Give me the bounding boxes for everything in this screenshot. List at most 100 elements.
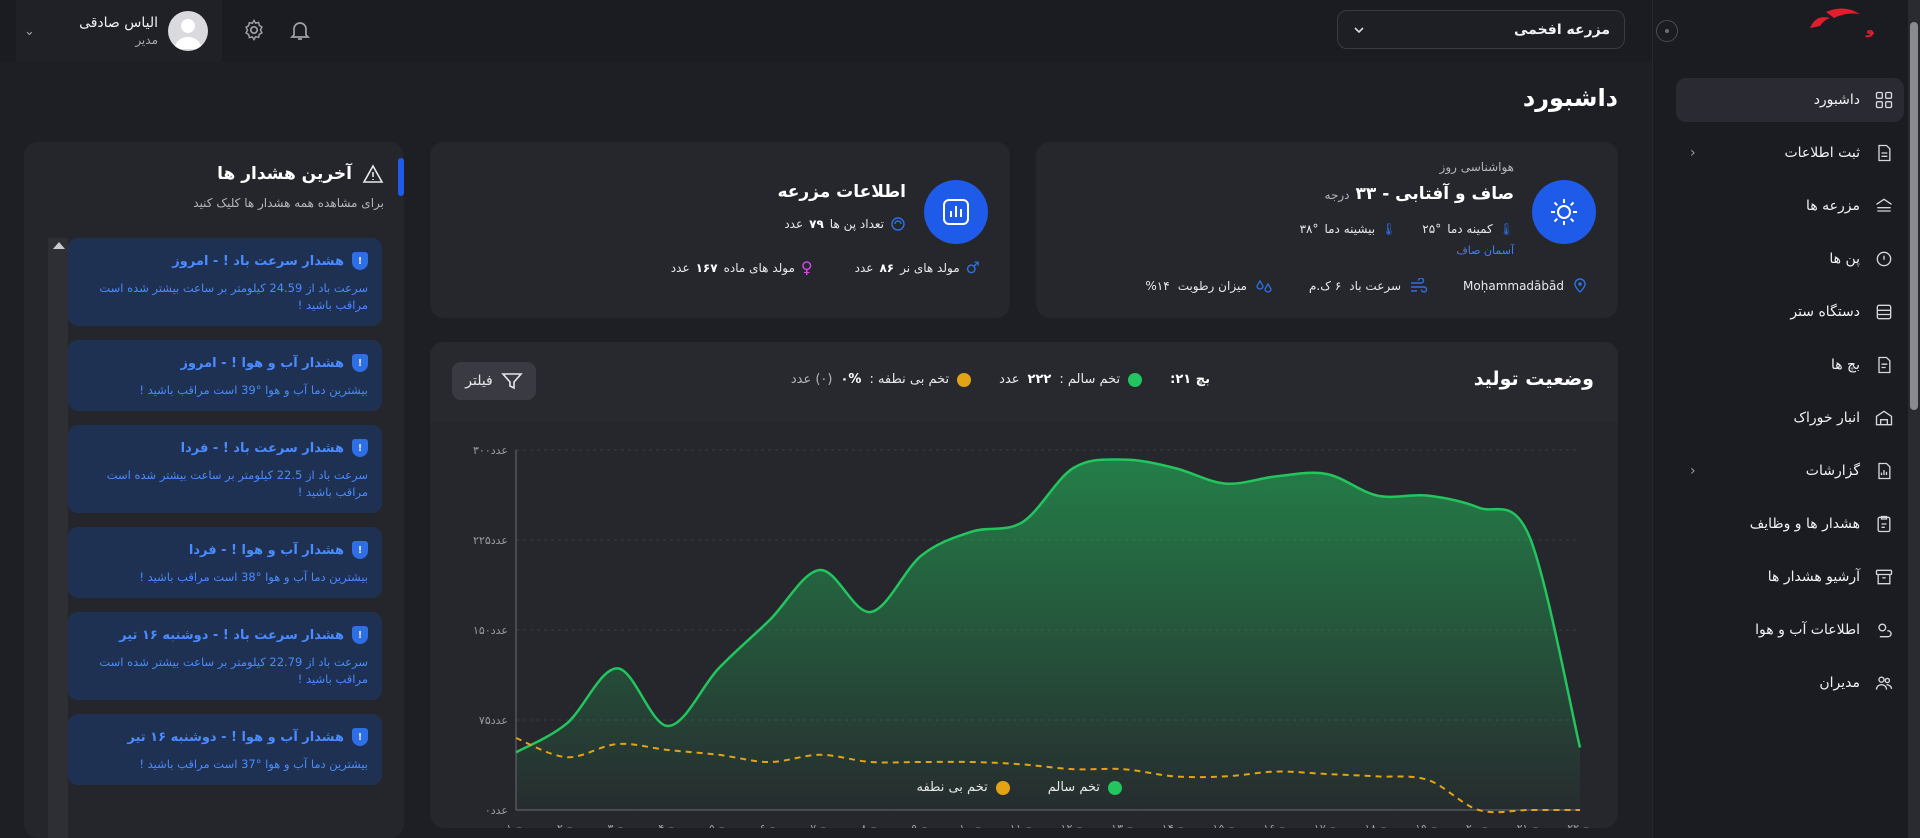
weather-icon	[1872, 618, 1896, 642]
sidebar-item-label: ثبت اطلاعات	[1784, 145, 1860, 161]
sidebar-item-label: اطلاعات آب و هوا	[1755, 622, 1860, 638]
alert-item[interactable]: ! هشدار سرعت باد ! - دوشنبه ۱۶ تیر سرعت با…	[68, 612, 382, 700]
alert-item[interactable]: ! هشدار آب و هوا ! - امروز بیشترین دما آب …	[68, 340, 382, 411]
chevron-left-icon[interactable]: ‹	[1690, 145, 1696, 161]
sidebar-item-label: مزرعه ها	[1806, 198, 1860, 214]
infertile-extra: (۰) عدد	[790, 372, 833, 387]
scroll-up-arrow-icon[interactable]	[53, 242, 65, 249]
x-tick-label: بچ ۲۰	[1466, 822, 1492, 828]
healthy-dot	[1128, 372, 1143, 387]
warehouse-icon	[1872, 406, 1896, 430]
sky-status: آسمان صاف	[1456, 244, 1514, 257]
sidebar-item-pen[interactable]: پن ها	[1676, 237, 1904, 281]
sidebar-item-farm[interactable]: مزرعه ها	[1676, 184, 1904, 228]
filter-button[interactable]: فیلتر	[452, 362, 536, 400]
healthy-unit: عدد	[999, 372, 1020, 387]
weather-unit: درجه	[1324, 188, 1350, 202]
thermometer-icon: 🌡	[1381, 222, 1397, 236]
humidity-value: %۱۴	[1145, 279, 1170, 293]
document-icon	[1872, 141, 1896, 165]
warning-icon	[362, 164, 384, 183]
bar-chart-icon	[924, 180, 988, 244]
bell-icon[interactable]	[288, 18, 312, 42]
pens-label: تعداد پن ها	[829, 217, 884, 231]
alert-item[interactable]: ! هشدار سرعت باد ! - امروز سرعت باد از 24.…	[68, 238, 382, 326]
alert-title: هشدار آب و هوا ! - دوشنبه ۱۶ تیر	[127, 729, 344, 745]
y-tick-label: ۰عدد	[485, 804, 508, 817]
alert-item[interactable]: ! هشدار سرعت باد ! - فردا سرعت باد از 22.5…	[68, 425, 382, 513]
humidity-label: میزان رطوبت	[1177, 279, 1247, 293]
sidebar-item-batch[interactable]: بچ ها	[1676, 343, 1904, 387]
min-temp-label: کمینه دما	[1447, 222, 1493, 236]
wind-label: سرعت باد	[1349, 279, 1402, 293]
alert-body: سرعت باد از 22.79 کیلومتر بر ساعت بیشتر …	[99, 655, 368, 686]
weather-card[interactable]: هواشناسی روز صاف و آفتابی - ۳۳ درجه 🌡 کم…	[1036, 142, 1618, 318]
sidebar-toggle[interactable]	[1656, 20, 1678, 42]
page-scrollbar-thumb[interactable]	[1910, 22, 1918, 410]
svg-text:سوزانسو: سوزانسو	[1865, 23, 1874, 38]
pen-icon	[891, 217, 905, 231]
alerts-scrollbar[interactable]	[48, 238, 68, 838]
alerts-panel[interactable]: آخرین هشدار ها برای مشاهده همه هشدار ها …	[24, 142, 404, 838]
x-tick-label: بچ ۲۲	[1567, 822, 1593, 828]
max-temp-label: بیشینه دما	[1324, 222, 1376, 236]
female-icon: ♀	[800, 258, 813, 277]
y-tick-label: ۳۰۰عدد	[473, 444, 508, 457]
healthy-area	[516, 459, 1580, 810]
gear-icon[interactable]	[242, 18, 266, 42]
sidebar-item-archive[interactable]: آرشیو هشدار ها	[1676, 555, 1904, 599]
alert-body: سرعت باد از 22.5 کیلومتر بر ساعت بیشتر ش…	[106, 468, 368, 499]
wind-icon	[1411, 278, 1428, 293]
sidebar-item-device[interactable]: دستگاه ستر	[1676, 290, 1904, 334]
x-tick-label: بچ ۱۲	[1061, 822, 1087, 828]
shield-icon: !	[352, 541, 368, 559]
clipboard-icon	[1872, 512, 1896, 536]
sidebar-item-label: آرشیو هشدار ها	[1767, 569, 1860, 585]
female-unit: عدد	[670, 260, 690, 275]
production-title: وضعیت تولید	[1473, 368, 1594, 390]
alerts-subtitle[interactable]: برای مشاهده همه هشدار ها کلیک کنید	[193, 196, 384, 210]
pens-unit: عدد	[784, 217, 804, 231]
sidebar-item-label: مدیران	[1819, 675, 1860, 691]
legend-healthy-dot	[1108, 780, 1122, 795]
shield-icon: !	[352, 439, 368, 457]
male-label: مولد های نر	[900, 260, 960, 275]
sidebar-item-clipboard[interactable]: هشدار ها و وظایف	[1676, 502, 1904, 546]
farm-select[interactable]: مزرعه افخمی	[1337, 10, 1625, 49]
alert-title: هشدار سرعت باد ! - دوشنبه ۱۶ تیر	[119, 627, 344, 643]
archive-icon	[1872, 565, 1896, 589]
x-tick-label: بچ ۳	[608, 822, 628, 828]
sidebar-item-document[interactable]: ثبت اطلاعات ‹	[1676, 131, 1904, 175]
sidebar-item-report[interactable]: گزارشات ‹	[1676, 449, 1904, 493]
male-value: ۸۶	[879, 260, 895, 275]
pen-icon	[1872, 247, 1896, 271]
chevron-down-icon	[1354, 26, 1364, 33]
sidebar-item-users[interactable]: مدیران	[1676, 661, 1904, 705]
alert-body: بیشترین دما آب و هوا °38 است مراقب باشید…	[139, 570, 368, 584]
weather-condition: صاف و آفتابی - ۳۳	[1355, 184, 1514, 204]
shield-icon: !	[352, 354, 368, 372]
page-scrollbar[interactable]	[1908, 0, 1920, 838]
sidebar-item-label: پن ها	[1829, 251, 1860, 267]
chevron-left-icon[interactable]: ‹	[1690, 463, 1696, 479]
sidebar-item-warehouse[interactable]: انبار خوراک	[1676, 396, 1904, 440]
alert-item[interactable]: ! هشدار آب و هوا ! - دوشنبه ۱۶ تیر بیشترین…	[68, 714, 382, 785]
thermometer-icon: 🌡	[1498, 222, 1514, 236]
batch-icon	[1872, 353, 1896, 377]
chevron-down-icon: ⌄	[24, 23, 35, 39]
brand-logo[interactable]: سوزانسو	[1804, 6, 1874, 40]
sidebar-item-weather[interactable]: اطلاعات آب و هوا	[1676, 608, 1904, 652]
humidity-icon	[1256, 279, 1272, 293]
user-menu[interactable]: الیاس صادقی مدیر ⌄	[16, 0, 222, 62]
farm-info-card[interactable]: اطلاعات مزرعه تعداد پن ها ۷۹ عدد ♂ مولد …	[430, 142, 1010, 318]
grid-icon	[1872, 88, 1896, 112]
farm-icon	[1872, 194, 1896, 218]
sidebar-item-grid[interactable]: داشبورد	[1676, 78, 1904, 122]
sidebar-item-label: هشدار ها و وظایف	[1749, 516, 1860, 532]
alert-title: هشدار سرعت باد ! - فردا	[180, 440, 344, 456]
top-header: مزرعه افخمی الیاس صادقی مدیر ⌄	[0, 0, 1652, 62]
female-label: مولد های ماده	[723, 260, 795, 275]
x-tick-label: بچ ۵	[709, 822, 729, 828]
funnel-icon	[501, 373, 523, 390]
alert-item[interactable]: ! هشدار آب و هوا ! - فردا بیشترین دما آب و…	[68, 527, 382, 598]
